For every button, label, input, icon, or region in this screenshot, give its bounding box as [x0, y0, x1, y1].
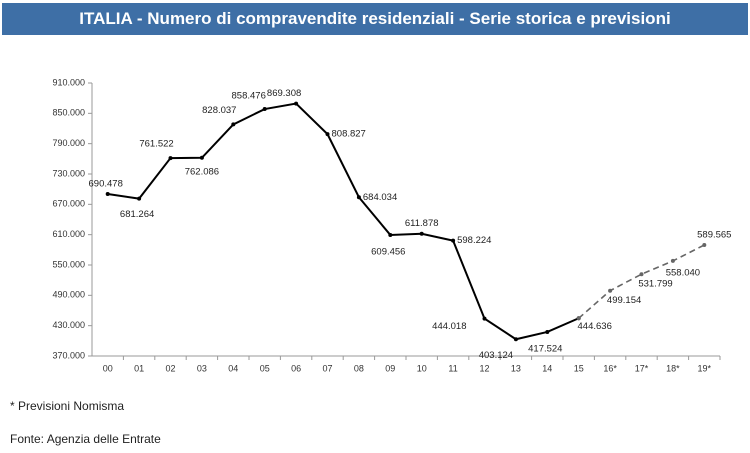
point	[168, 156, 173, 161]
value-label: 761.522	[139, 139, 173, 150]
source: Fonte: Agenzia delle Entrate	[10, 432, 161, 446]
y-tick-label: 370.000	[52, 350, 85, 360]
point	[482, 316, 487, 321]
x-tick-label: 08	[354, 363, 364, 373]
note: * Previsioni Nomisma	[10, 399, 124, 413]
x-tick-label: 02	[165, 363, 175, 373]
value-label: 444.018	[432, 321, 466, 332]
y-tick-label: 670.000	[52, 199, 85, 209]
point	[262, 107, 267, 112]
value-label: 558.040	[666, 267, 700, 278]
value-label: 681.264	[120, 209, 154, 220]
x-tick-label: 06	[291, 363, 301, 373]
y-tick-label: 730.000	[52, 168, 85, 178]
y-tick-label: 550.000	[52, 259, 85, 269]
value-label: 684.034	[363, 192, 397, 203]
y-tick-label: 850.000	[52, 108, 85, 118]
value-label: 828.037	[202, 105, 236, 116]
y-tick-label: 610.000	[52, 229, 85, 239]
point	[670, 258, 675, 263]
y-tick-label: 490.000	[52, 290, 85, 300]
x-tick-label: 07	[322, 363, 332, 373]
point	[325, 132, 330, 137]
point	[105, 191, 110, 196]
x-tick-label: 16*	[603, 363, 617, 373]
x-tick-label: 09	[385, 363, 395, 373]
value-label: 589.565	[697, 230, 731, 241]
x-tick-label: 10	[417, 363, 427, 373]
chart-title: ITALIA - Numero di compravendite residen…	[79, 9, 670, 28]
x-tick-label: 14	[542, 363, 552, 373]
point	[137, 196, 142, 201]
x-tick-label: 12	[479, 363, 489, 373]
title-bar	[2, 3, 748, 35]
x-tick-label: 01	[134, 363, 144, 373]
x-tick-label: 17*	[635, 363, 649, 373]
x-tick-label: 11	[448, 363, 457, 373]
point	[294, 101, 299, 106]
value-label: 403.124	[479, 350, 513, 361]
value-label: 531.799	[638, 279, 672, 290]
x-tick-label: 15	[574, 363, 584, 373]
x-tick-label: 04	[228, 363, 238, 373]
y-tick-label: 790.000	[52, 138, 85, 148]
point	[513, 337, 518, 342]
value-label: 808.827	[332, 129, 366, 140]
value-label: 858.476	[232, 91, 266, 102]
point	[639, 272, 644, 277]
value-label: 869.308	[267, 88, 301, 99]
value-label: 690.478	[89, 178, 123, 189]
x-tick-label: 03	[197, 363, 207, 373]
x-tick-label: 19*	[698, 363, 712, 373]
x-tick-label: 18*	[666, 363, 680, 373]
point	[356, 195, 361, 200]
point	[419, 231, 424, 236]
x-tick-label: 05	[260, 363, 270, 373]
value-label: 609.456	[371, 246, 405, 257]
value-label: 598.224	[457, 235, 491, 246]
point	[702, 242, 707, 247]
x-tick-label: 00	[103, 363, 113, 373]
series-line	[107, 102, 580, 341]
series-line	[578, 244, 705, 319]
point	[388, 232, 393, 237]
point	[451, 238, 456, 243]
y-tick-label: 910.000	[52, 77, 85, 87]
y-tick-label: 430.000	[52, 320, 85, 330]
point	[608, 288, 613, 293]
value-label: 611.878	[405, 218, 439, 229]
x-tick-label: 13	[511, 363, 521, 373]
point	[545, 329, 550, 334]
point	[231, 122, 236, 127]
value-label: 762.086	[185, 166, 219, 177]
value-label: 417.524	[528, 343, 562, 354]
point	[576, 316, 581, 321]
value-label: 444.636	[578, 321, 612, 332]
value-label: 499.154	[607, 295, 641, 306]
point	[199, 155, 204, 160]
